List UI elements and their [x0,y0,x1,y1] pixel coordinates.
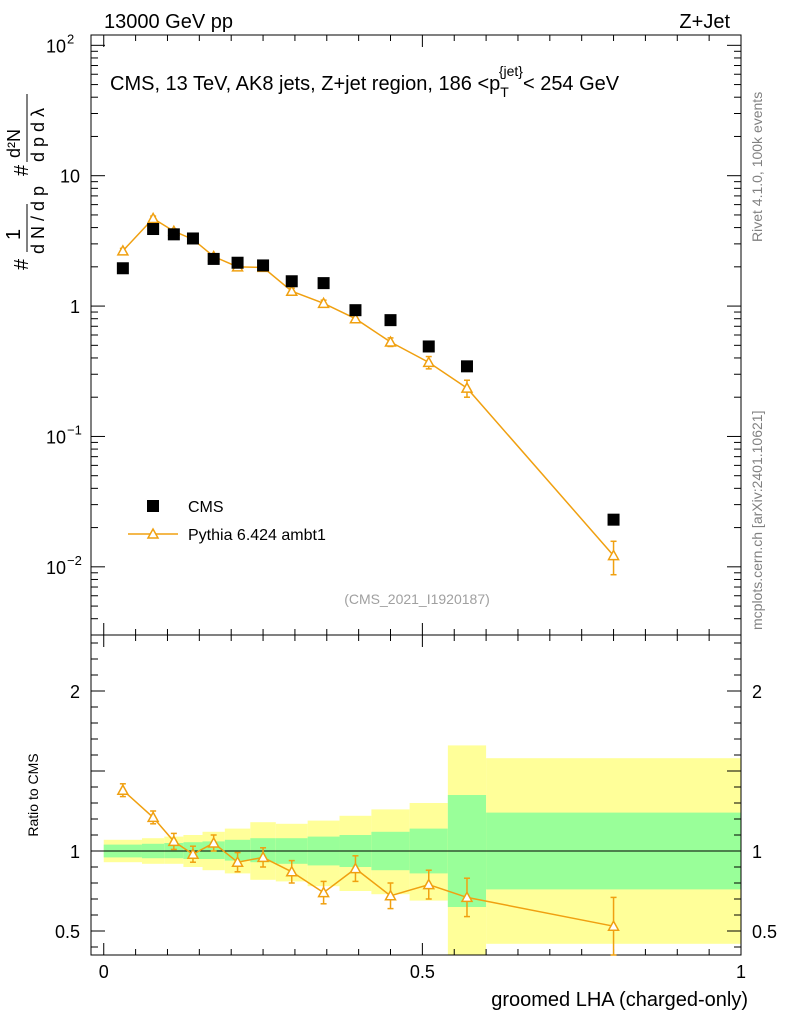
cms-point [349,304,362,317]
cms-point [607,513,620,526]
pythia-point-main [422,355,436,368]
y-label-denom-2: d p d λ [28,108,48,162]
pythia-point-ratio [384,889,397,901]
legend-cms-label: CMS [188,499,224,516]
pythia-point-main [317,296,330,309]
pythia-point-ratio [256,850,270,863]
y-tick-label-ratio-right: 2 [752,682,762,702]
pythia-point-ratio [146,810,160,823]
header-left: 13000 GeV pp [104,11,233,33]
y-tick-label-main: 10 [60,167,80,187]
pythia-point-main [116,244,130,256]
y-label-frac-1: 1 [3,229,25,240]
cms-point [384,314,397,327]
rivet-label: Rivet 4.1.0, 100k events [749,92,765,242]
mcplots-label: mcplots.cern.ch [arXiv:2401.10621] [749,411,765,630]
pythia-series-ratio [116,783,620,956]
y-tick-label-main: 10 [46,558,66,578]
cms-point [231,256,244,269]
pythia-point-ratio [460,890,474,903]
y-tick-label-ratio: 1 [70,842,80,862]
y-tick-label-main: 10 [46,427,66,447]
x-tick-label: 0.5 [410,962,435,982]
pythia-point-ratio [607,919,620,931]
header-right: Z+Jet [679,11,730,33]
y-tick-label-main: 10 [46,36,66,56]
legend: CMS Pythia 6.424 ambt1 [128,499,326,544]
pythia-point-ratio [167,834,181,847]
y-tick-label-ratio-right: 1 [752,842,762,862]
pythia-series-main [116,211,620,576]
analysis-watermark: (CMS_2021_I1920187) [344,591,490,607]
cms-point [257,259,270,272]
pythia-point-main [146,211,160,224]
y-tick-label-ratio: 0.5 [55,922,80,942]
chart-title: CMS, 13 TeV, AK8 jets, Z+jet region, 186… [110,63,620,100]
legend-pythia-marker [146,527,160,539]
y-tick-label-ratio: 2 [70,682,80,702]
pythia-point-main [607,549,620,561]
pythia-point-ratio [317,886,330,898]
cms-point [207,252,220,265]
x-axis-label: groomed LHA (charged-only) [491,989,748,1011]
y-axis-label-ratio: Ratio to CMS [25,753,41,836]
main-panel-frame [90,34,742,636]
cms-point [285,275,298,288]
cms-point [116,262,129,275]
axis-ticks [91,35,742,955]
y-tick-label-main: 1 [70,297,80,317]
pythia-point-ratio [422,878,436,890]
y-label-hash-2: # [11,164,33,176]
y-tick-exponent-main: −1 [67,422,82,437]
pythia-point-ratio [231,855,244,867]
y-label-denom-1: d N / d p [28,186,48,254]
y-tick-exponent-main: 2 [67,31,74,46]
cms-point [167,228,180,241]
ratio-panel-frame [90,634,742,956]
cms-point [317,277,330,290]
x-tick-label: 0 [99,962,109,982]
cms-point [186,232,199,245]
cms-series-main [116,223,620,526]
legend-cms-marker [147,500,159,512]
pythia-point-main [460,381,474,393]
cms-point [147,223,160,236]
pythia-point-ratio [285,865,299,877]
pythia-point-main [285,284,299,296]
pythia-point-main [384,335,397,347]
pythia-point-ratio [207,836,220,848]
legend-pythia-label: Pythia 6.424 ambt1 [188,527,326,544]
y-label-num-2: d²N [4,129,24,158]
cms-point [460,360,473,373]
pythia-point-main [349,312,362,324]
pythia-point-ratio [186,847,200,859]
y-tick-exponent-main: −2 [67,553,82,568]
y-label-hash-1: # [11,258,33,270]
x-tick-label: 1 [736,962,746,982]
cms-point [422,340,435,353]
stat-uncertainty-band [224,839,251,861]
pythia-point-ratio [116,783,130,795]
pythia-point-ratio [349,862,362,874]
y-tick-label-ratio-right: 0.5 [752,922,777,942]
y-axis-label-main: # 1 d N / d p # d²N d p d λ [3,94,48,270]
